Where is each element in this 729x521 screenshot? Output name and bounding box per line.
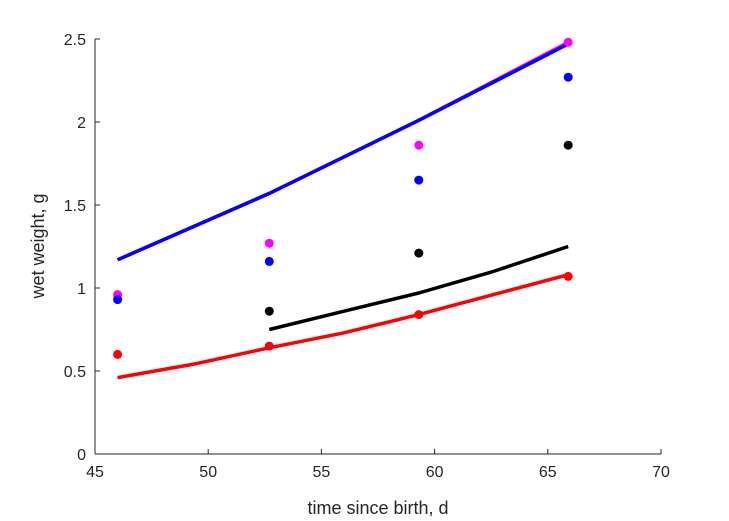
series-2-line [268,244,569,332]
series-0-point [414,140,424,150]
series-3-point [264,341,274,351]
y-tick-label: 1 [77,281,86,298]
series-0-point [264,238,274,248]
series-1-point [264,256,274,266]
series-2-point [264,306,274,316]
y-tick-label: 2.5 [64,32,86,49]
x-tick-label: 55 [313,464,331,481]
x-tick-label: 65 [539,464,557,481]
series-1-point [563,72,573,82]
series-lines [116,40,570,380]
series-1-line [116,42,569,262]
series-1-point [113,295,123,305]
y-ticks: 0 0.5 1 1.5 2 2.5 [64,32,100,464]
y-tick-label: 0.5 [64,364,86,381]
series-3-point [113,349,123,359]
series-3-point [563,271,573,281]
x-tick-label: 70 [652,464,670,481]
series-2-point [414,248,424,258]
y-axis-label: wet weight, g [28,193,48,299]
x-ticks: 45 50 55 60 65 70 [86,449,670,481]
series-points [113,37,573,359]
x-tick-label: 45 [86,464,104,481]
x-axis-label: time since birth, d [307,498,448,518]
x-tick-label: 60 [426,464,444,481]
x-tick-label: 50 [199,464,217,481]
y-tick-label: 2 [77,115,86,132]
y-tick-label: 1.5 [64,198,86,215]
series-3-line [117,273,569,380]
series-3-point [414,310,424,320]
y-tick-label: 0 [77,447,86,464]
series-2-point [563,140,573,150]
axes [94,39,661,455]
series-0-point [563,37,573,47]
series-1-point [414,175,424,185]
